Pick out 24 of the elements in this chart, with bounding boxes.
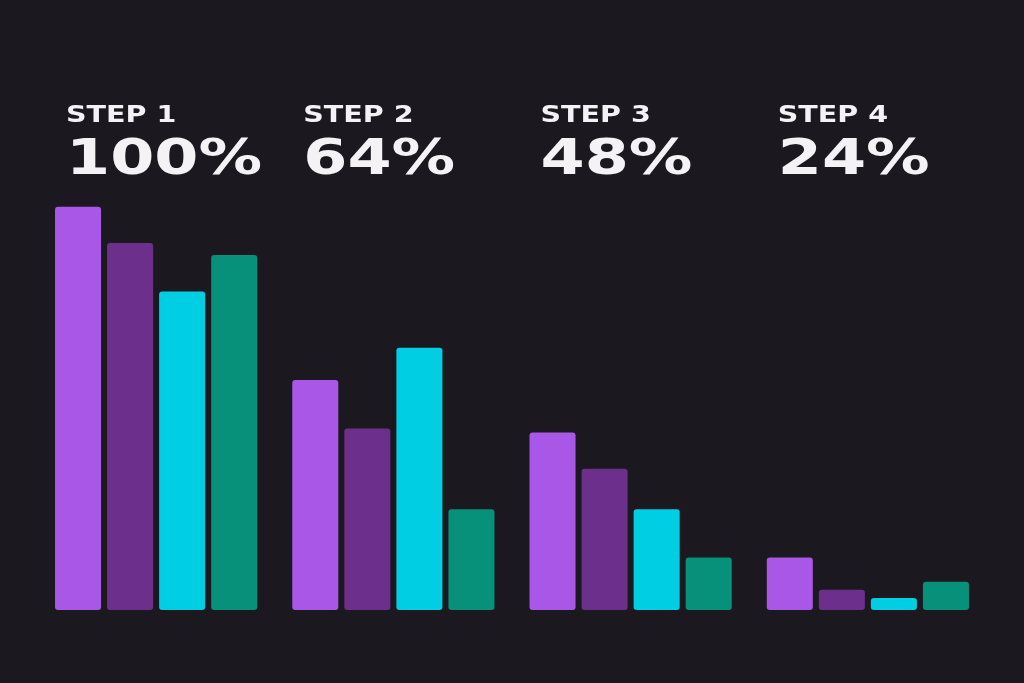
text: 48%: [540, 127, 693, 185]
bar: [685, 557, 732, 610]
x-tick-label: STEP 4: [777, 100, 889, 127]
bar: [292, 380, 339, 610]
text: 100%: [66, 127, 263, 185]
x-tick-label: STEP 1: [66, 100, 177, 127]
text: 24%: [777, 127, 930, 185]
bar: [766, 557, 813, 610]
bar: [633, 509, 680, 610]
x-tick-label: STEP 2: [303, 100, 414, 127]
bar: [159, 291, 206, 610]
bar: [55, 206, 102, 610]
x-tick-label: STEP 3: [540, 100, 651, 127]
bar: [344, 428, 391, 610]
bar: [922, 581, 969, 610]
bar: [211, 255, 258, 610]
bar: [870, 597, 917, 610]
bar: [529, 432, 576, 610]
bar: [396, 347, 443, 610]
bar: [107, 243, 154, 610]
bar: [448, 509, 495, 610]
bar: [581, 468, 628, 610]
text: 64%: [303, 127, 456, 185]
bar: [818, 589, 865, 610]
